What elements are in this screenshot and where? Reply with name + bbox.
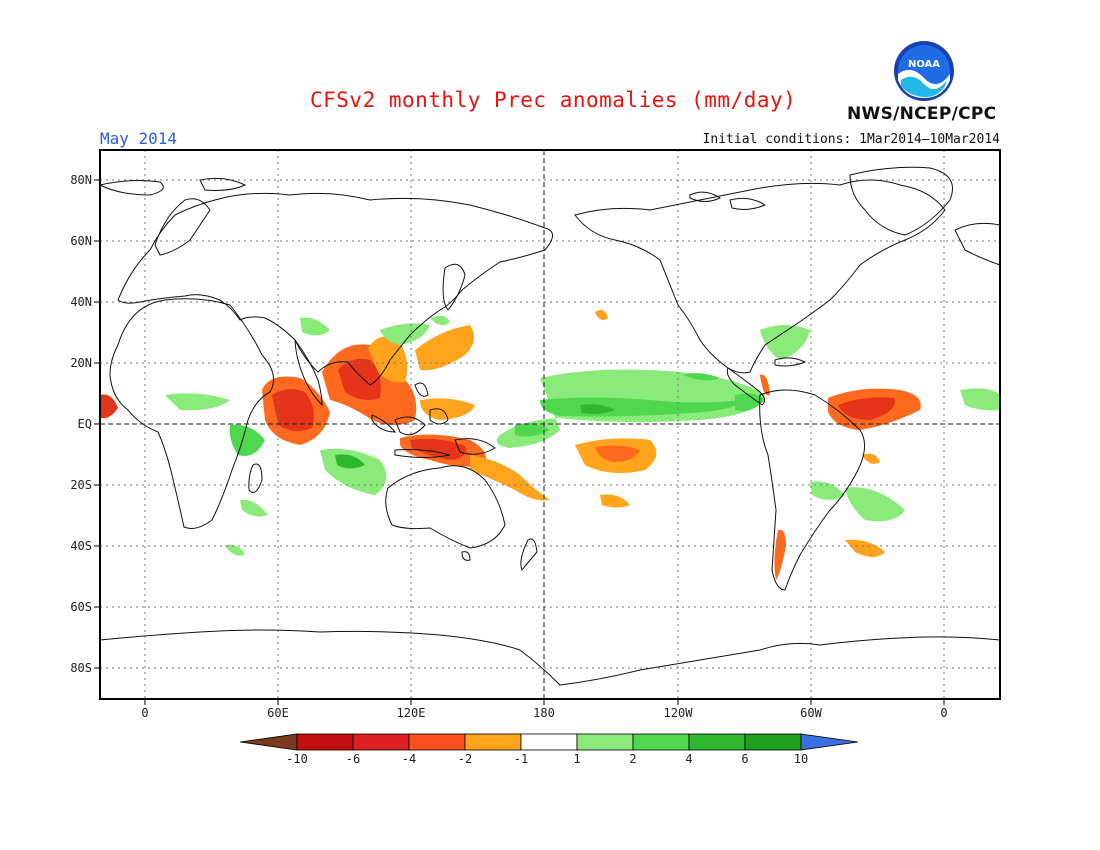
graticule [100,150,1000,699]
lat-label: 60N [70,234,92,248]
lon-label: 180 [533,706,555,720]
svg-text:NOAA: NOAA [908,59,940,70]
anomaly-shading [100,310,1000,580]
colorbar-label: 1 [573,752,581,766]
colorbar-swatch [632,733,690,751]
colorbar-swatch [520,733,578,751]
colorbar-swatch [688,733,746,751]
lon-label: 0 [141,706,149,720]
lat-label: 40N [70,295,92,309]
lon-label: 60E [267,706,289,720]
noaa-logo: NOAA [894,41,954,101]
lat-label: 20N [70,356,92,370]
colorbar-label: 2 [629,752,637,766]
lat-label: 80S [70,661,92,675]
organization-label: NWS/NCEP/CPC [847,104,997,124]
lat-label: 80N [70,173,92,187]
colorbar-label: -4 [401,752,417,766]
colorbar-label: 6 [741,752,749,766]
colorbar-swatch [408,733,466,751]
colorbar-label: -6 [345,752,361,766]
colorbar-swatch [576,733,634,751]
lon-label: 60W [800,706,822,720]
lat-label: EQ [77,417,92,431]
colorbar-label: 10 [793,752,809,766]
lat-label: 60S [70,600,92,614]
coastlines [98,166,1001,686]
colorbar-arrow-dry [239,733,298,751]
lon-label: 0 [940,706,948,720]
forecast-month: May 2014 [100,129,178,148]
map-title: CFSv2 monthly Prec anomalies (mm/day) [310,88,797,112]
colorbar-label: -2 [457,752,473,766]
initial-conditions-label: Initial conditions: 1Mar2014–10Mar2014 [702,132,1000,147]
colorbar-swatch [744,733,802,751]
colorbar-arrow-wet [800,733,859,751]
lat-label: 40S [70,539,92,553]
colorbar-swatch [464,733,522,751]
colorbar-swatch [296,733,354,751]
colorbar-label: -1 [513,752,529,766]
lat-label: 20S [70,478,92,492]
colorbar-swatch [352,733,410,751]
colorbar [239,733,859,751]
colorbar-label: -10 [286,752,308,766]
colorbar-label: 4 [685,752,693,766]
lon-label: 120E [396,706,426,720]
lon-label: 120W [663,706,693,720]
